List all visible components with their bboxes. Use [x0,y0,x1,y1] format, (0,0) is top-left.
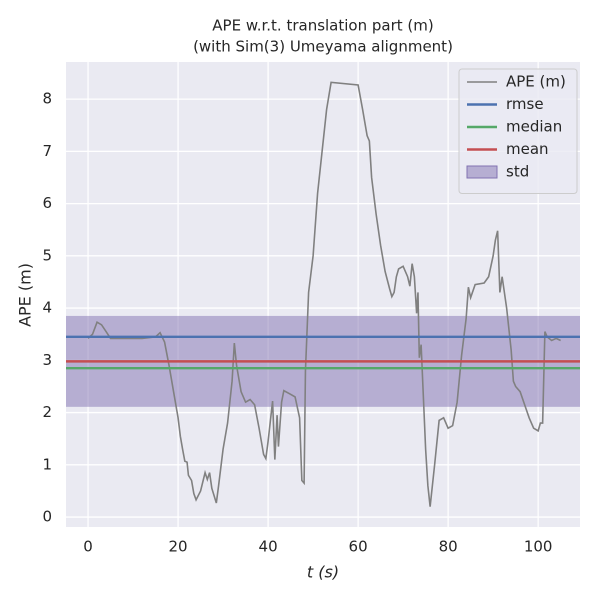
x-tick-label: 60 [349,538,368,556]
y-tick-label: 7 [42,142,52,160]
y-tick-label: 6 [42,194,52,212]
y-tick-label: 3 [42,351,52,369]
legend: APE (m) rmse median mean std [458,68,578,194]
y-tick-label: 8 [42,90,52,108]
legend-swatch [466,165,498,179]
x-tick-label: 40 [259,538,278,556]
x-tick-label: 100 [524,538,553,556]
x-tick-label: 0 [83,538,93,556]
legend-label: mean [506,140,549,158]
chart-subtitle: (with Sim(3) Umeyama alignment) [193,38,453,56]
x-tick-label: 80 [439,538,458,556]
y-tick-label: 5 [42,246,52,264]
marks [66,81,580,507]
y-tick-label: 1 [42,455,52,473]
chart-title: APE w.r.t. translation part (m) [212,17,433,35]
ape-line [87,81,561,507]
x-tick-label: 20 [169,538,188,556]
y-axis-label: APE (m) [16,263,35,327]
y-tick-label: 2 [42,403,52,421]
legend-label: median [506,118,562,136]
x-axis-label: t (s) [307,563,339,582]
y-tick-label: 4 [42,299,52,317]
legend-label: std [506,163,529,181]
y-tick-label: 0 [42,508,52,526]
legend-label: rmse [506,95,544,113]
legend-box [458,68,578,194]
legend-label: APE (m) [506,73,566,91]
